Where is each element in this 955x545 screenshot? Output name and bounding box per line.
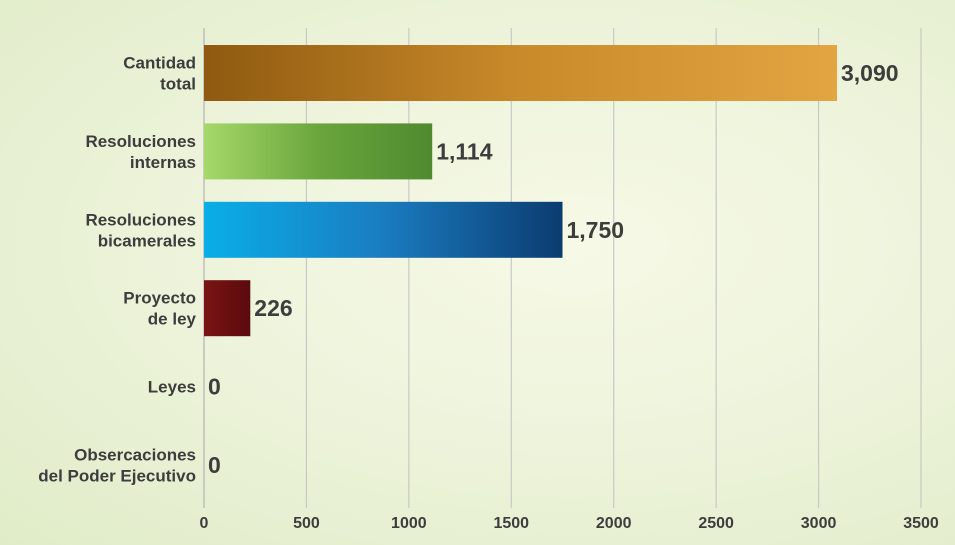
- x-tick-label: 2000: [596, 515, 632, 532]
- labels: 0 500 1000 1500 2000 2500 3000 3500 3,090 Cantida…: [38, 54, 939, 533]
- category-label: Resoluciones internas: [85, 132, 196, 172]
- bar-value-label: 0: [208, 452, 221, 478]
- category-label: Proyecto de ley: [123, 289, 196, 329]
- gridlines: [203, 28, 922, 508]
- x-tick-label: 3500: [903, 515, 939, 532]
- category-label: Obsercaciones del Poder Ejecutivo: [38, 446, 196, 486]
- x-tick-label: 1500: [493, 515, 529, 532]
- bar: [204, 201, 563, 258]
- x-tick-label: 2500: [698, 515, 734, 532]
- bar: [204, 123, 433, 180]
- bar: [204, 280, 251, 337]
- category-label: Leyes: [148, 378, 196, 397]
- bars: [204, 45, 838, 337]
- bar: [204, 45, 838, 101]
- x-tick-label: 1000: [391, 515, 427, 532]
- bar-value-label: 1,750: [567, 217, 625, 243]
- x-tick-label: 0: [200, 515, 209, 532]
- bar-value-label: 226: [254, 295, 292, 321]
- x-tick-label: 3000: [801, 515, 837, 532]
- x-tick-label: 500: [293, 515, 320, 532]
- category-label: Cantidad total: [123, 54, 196, 94]
- bar-value-label: 3,090: [841, 60, 899, 86]
- category-label: Resoluciones bicamerales: [85, 210, 196, 250]
- bar-value-label: 0: [208, 374, 221, 400]
- bar-value-label: 1,114: [436, 138, 492, 164]
